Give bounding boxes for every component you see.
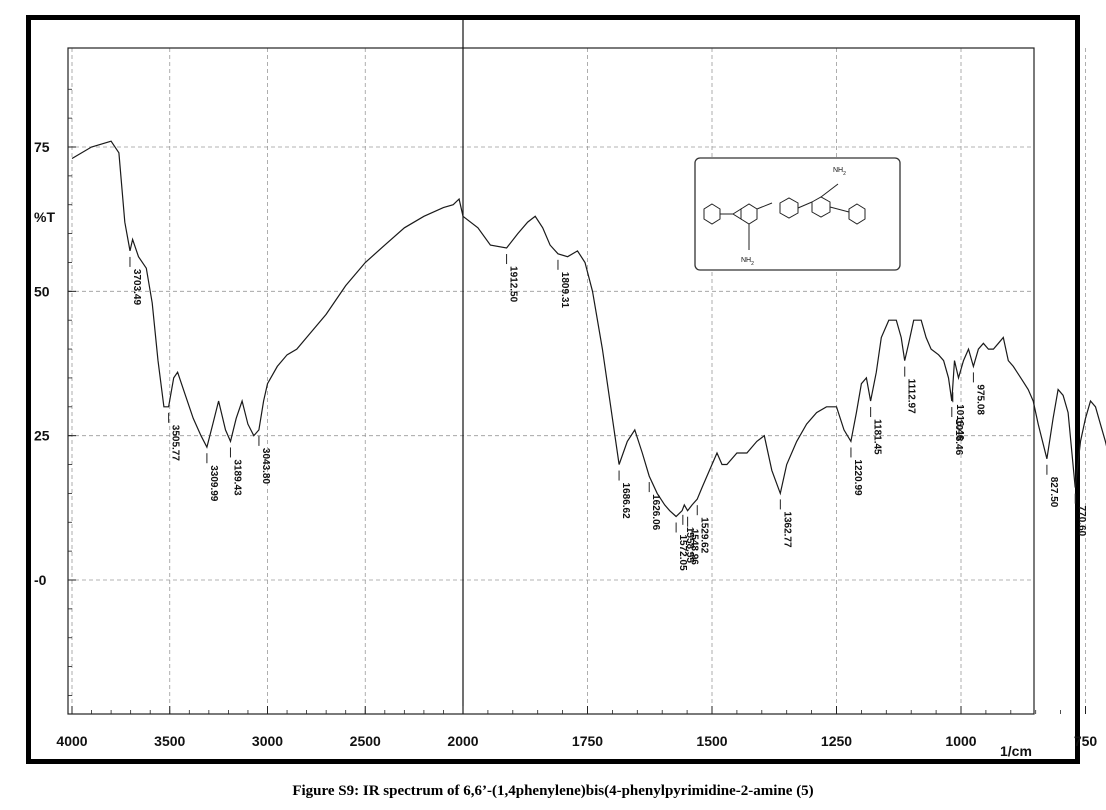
peak-label: 1362.77	[781, 511, 792, 548]
y-tick-label: 50	[34, 283, 50, 299]
figure-frame	[26, 15, 1080, 764]
y-tick-label: -0	[34, 572, 47, 588]
y-tick-label: 25	[34, 428, 50, 444]
peak-annotations: 3703.49 3505.77 3309.99 3189.43 3043.80 1912.…	[129, 254, 1087, 571]
spectrum-line	[71, 140, 1106, 518]
peak-label: 1018.46	[953, 419, 964, 456]
peak-label: 1181.45	[872, 419, 883, 455]
x-tick-label: 1500	[696, 733, 727, 749]
x-tick-label: 4000	[56, 733, 87, 749]
peak-label: 1686.62	[620, 483, 631, 520]
x-tick-label: 1250	[821, 733, 852, 749]
structure-box	[694, 157, 901, 271]
x-ticks-layer: 4000 3500 3000 2500 2000 1750 1500 1250 1000 750	[56, 706, 1098, 749]
x-tick-label: 1000	[945, 733, 976, 749]
y-axis-label: %T	[34, 209, 55, 225]
nh2-top-label: NH2	[833, 167, 846, 177]
structure-drawing	[703, 183, 866, 250]
left-phenyl-ring	[703, 203, 721, 225]
x-tick-label: 750	[1074, 733, 1098, 749]
y-ticks-layer: 75 50 25 -0	[34, 88, 76, 696]
x-axis-unit-label: 1/cm	[1000, 743, 1032, 759]
peak-label: 3309.99	[208, 465, 219, 502]
peak-label: 1220.99	[852, 459, 863, 496]
peak-label: 3043.80	[260, 448, 271, 485]
molecule-structure-inset: NH2 NH2	[694, 157, 901, 271]
peak-label: 3189.43	[231, 459, 242, 496]
peak-label: 1529.62	[698, 517, 709, 554]
peak-label: 1572.05	[677, 534, 688, 571]
nh2-bottom-label: NH2	[741, 257, 754, 267]
x-tick-label: 2000	[447, 733, 478, 749]
grid-layer	[68, 48, 1086, 714]
x-tick-label: 1750	[572, 733, 603, 749]
peak-label: 3703.49	[131, 269, 142, 306]
peak-label: 975.08	[974, 384, 985, 415]
x-tick-label: 2500	[350, 733, 381, 749]
peak-label: 1112.97	[906, 379, 917, 414]
peak-label: 770.60	[1076, 506, 1087, 537]
x-tick-label: 3500	[154, 733, 185, 749]
peak-label: 1626.06	[650, 494, 661, 531]
peak-label: 1016.46	[954, 404, 965, 441]
x-tick-label: 3000	[252, 733, 283, 749]
central-phenylene-ring	[779, 197, 799, 219]
peak-label: 1558.55	[684, 527, 695, 564]
peak-label: 1809.31	[559, 272, 570, 309]
peak-label: 1548.96	[689, 529, 700, 566]
peak-label: 1912.50	[508, 266, 519, 303]
peak-label: 827.50	[1048, 477, 1059, 508]
plot-area-border	[67, 47, 1035, 715]
right-phenyl-ring	[848, 203, 866, 225]
y-tick-label: 75	[34, 139, 50, 155]
figure-caption: Figure S9: IR spectrum of 6,6’-(1,4pheny…	[292, 783, 814, 799]
peak-label: 3505.77	[170, 425, 181, 462]
